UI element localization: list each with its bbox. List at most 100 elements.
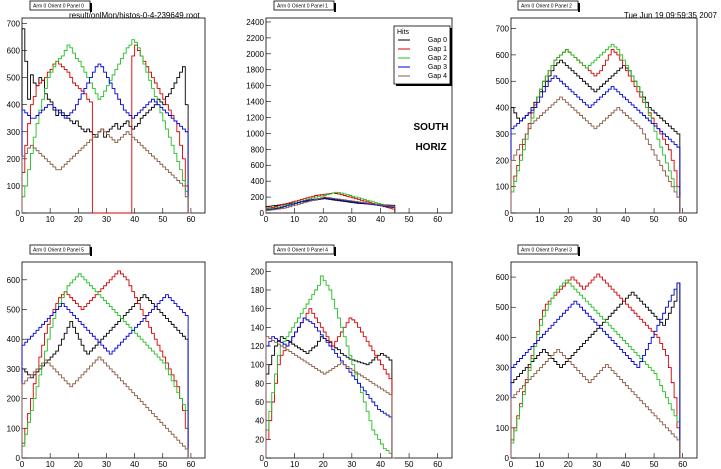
panel-title-shadow <box>334 247 336 256</box>
histogram-gap-2 <box>21 39 191 214</box>
panel-title-shadow <box>578 3 580 12</box>
legend-box <box>393 25 451 85</box>
y-tick-label: 1000 <box>246 129 264 138</box>
y-tick-label: 0 <box>16 209 21 218</box>
y-tick-label: 700 <box>7 19 21 28</box>
y-tick-label: 500 <box>496 303 510 312</box>
x-tick-label: 60 <box>433 215 442 224</box>
panel-title: Arm 0 Orient 0 Panel 1 <box>277 4 328 10</box>
x-tick-label: 60 <box>186 215 195 224</box>
y-tick-label: 100 <box>251 361 265 370</box>
x-tick-label: 0 <box>20 215 25 224</box>
y-tick-label: 1600 <box>246 82 264 91</box>
x-tick-label: 60 <box>186 460 195 469</box>
panel-title: Arm 0 Orient 0 Panel 2 <box>521 4 572 10</box>
histogram-gap-4 <box>265 196 396 213</box>
timestamp-label: Tue Jun 19 09:59:35 2007 <box>623 11 717 20</box>
y-tick-label: 2200 <box>246 34 264 43</box>
x-tick-label: 50 <box>158 460 167 469</box>
y-tick-label: 400 <box>496 333 510 342</box>
y-tick-label: 0 <box>16 454 21 463</box>
y-tick-label: 2400 <box>246 18 264 27</box>
panel-title: Arm 0 Orient 0 Panel 4 <box>277 248 328 254</box>
y-tick-label: 300 <box>496 364 510 373</box>
histogram-gap-0 <box>510 282 683 459</box>
y-tick-label: 200 <box>251 193 265 202</box>
plot-frame <box>265 17 453 214</box>
y-tick-label: 0 <box>505 209 510 218</box>
annotation-label: SOUTH <box>414 122 449 133</box>
y-tick-label: 400 <box>7 335 21 344</box>
panel-title: Arm 0 Orient 0 Panel 5 <box>33 248 84 254</box>
panel-title-shadow <box>90 3 92 12</box>
plot-frame <box>510 17 698 214</box>
y-tick-label: 60 <box>255 398 264 407</box>
plot-frame <box>510 261 698 459</box>
panel-title-shadow <box>90 247 92 256</box>
histogram-gap-2 <box>510 279 683 459</box>
histogram-gap-0 <box>21 28 191 214</box>
y-tick-label: 1800 <box>246 66 264 75</box>
x-tick-label: 10 <box>290 215 299 224</box>
histogram-gap-3 <box>21 294 191 459</box>
legend-entry: Gap 3 <box>428 64 447 71</box>
y-tick-label: 160 <box>251 305 265 314</box>
x-tick-label: 60 <box>678 215 687 224</box>
histogram-gap-0 <box>21 294 191 459</box>
histogram-gap-3 <box>510 75 683 214</box>
y-tick-label: 40 <box>255 417 264 426</box>
histogram-gap-1 <box>510 273 683 459</box>
x-tick-label: 40 <box>621 215 630 224</box>
y-tick-label: 600 <box>496 51 510 60</box>
x-tick-label: 30 <box>347 460 356 469</box>
panel-title: Arm 0 Orient 0 Panel 0 <box>33 4 84 10</box>
histogram-gap-4 <box>21 356 191 459</box>
y-tick-label: 100 <box>496 424 510 433</box>
y-tick-label: 0 <box>505 454 510 463</box>
x-tick-label: 50 <box>405 215 414 224</box>
y-tick-label: 0 <box>260 209 265 218</box>
y-tick-label: 500 <box>7 74 21 83</box>
legend-title: Hits <box>397 29 410 36</box>
x-tick-label: 60 <box>678 460 687 469</box>
y-tick-label: 200 <box>496 156 510 165</box>
x-tick-label: 10 <box>46 460 55 469</box>
x-tick-label: 0 <box>20 460 25 469</box>
x-tick-label: 20 <box>74 460 83 469</box>
x-tick-label: 0 <box>264 460 269 469</box>
x-tick-label: 10 <box>535 215 544 224</box>
y-tick-label: 200 <box>7 155 21 164</box>
y-tick-label: 600 <box>7 276 21 285</box>
histogram-gap-4 <box>21 128 191 214</box>
x-tick-label: 40 <box>130 460 139 469</box>
x-tick-label: 20 <box>319 215 328 224</box>
y-tick-label: 300 <box>7 365 21 374</box>
plot-frame <box>21 17 206 214</box>
x-tick-label: 20 <box>74 215 83 224</box>
y-tick-label: 1200 <box>246 113 264 122</box>
plot-frame <box>265 261 453 459</box>
y-tick-label: 400 <box>496 104 510 113</box>
x-tick-label: 0 <box>509 460 514 469</box>
y-tick-label: 400 <box>251 177 265 186</box>
histogram-gap-4 <box>510 96 683 214</box>
y-tick-label: 200 <box>251 267 265 276</box>
histogram-gap-1 <box>21 44 191 214</box>
histogram-gap-2 <box>265 275 395 459</box>
x-tick-label: 40 <box>376 215 385 224</box>
histogram-gap-4 <box>265 336 395 459</box>
histogram-gap-3 <box>21 63 191 214</box>
panel-title: Arm 0 Orient 0 Panel 3 <box>521 248 572 254</box>
x-tick-label: 20 <box>564 460 573 469</box>
legend-entry: Gap 2 <box>428 55 447 62</box>
y-tick-label: 120 <box>251 342 265 351</box>
annotation-label: HORIZ <box>415 142 446 153</box>
x-tick-label: 10 <box>535 460 544 469</box>
x-tick-label: 40 <box>621 460 630 469</box>
x-tick-label: 0 <box>509 215 514 224</box>
x-tick-label: 50 <box>650 460 659 469</box>
y-tick-label: 800 <box>251 145 265 154</box>
legend-entry: Gap 4 <box>428 73 447 80</box>
x-tick-label: 30 <box>592 215 601 224</box>
